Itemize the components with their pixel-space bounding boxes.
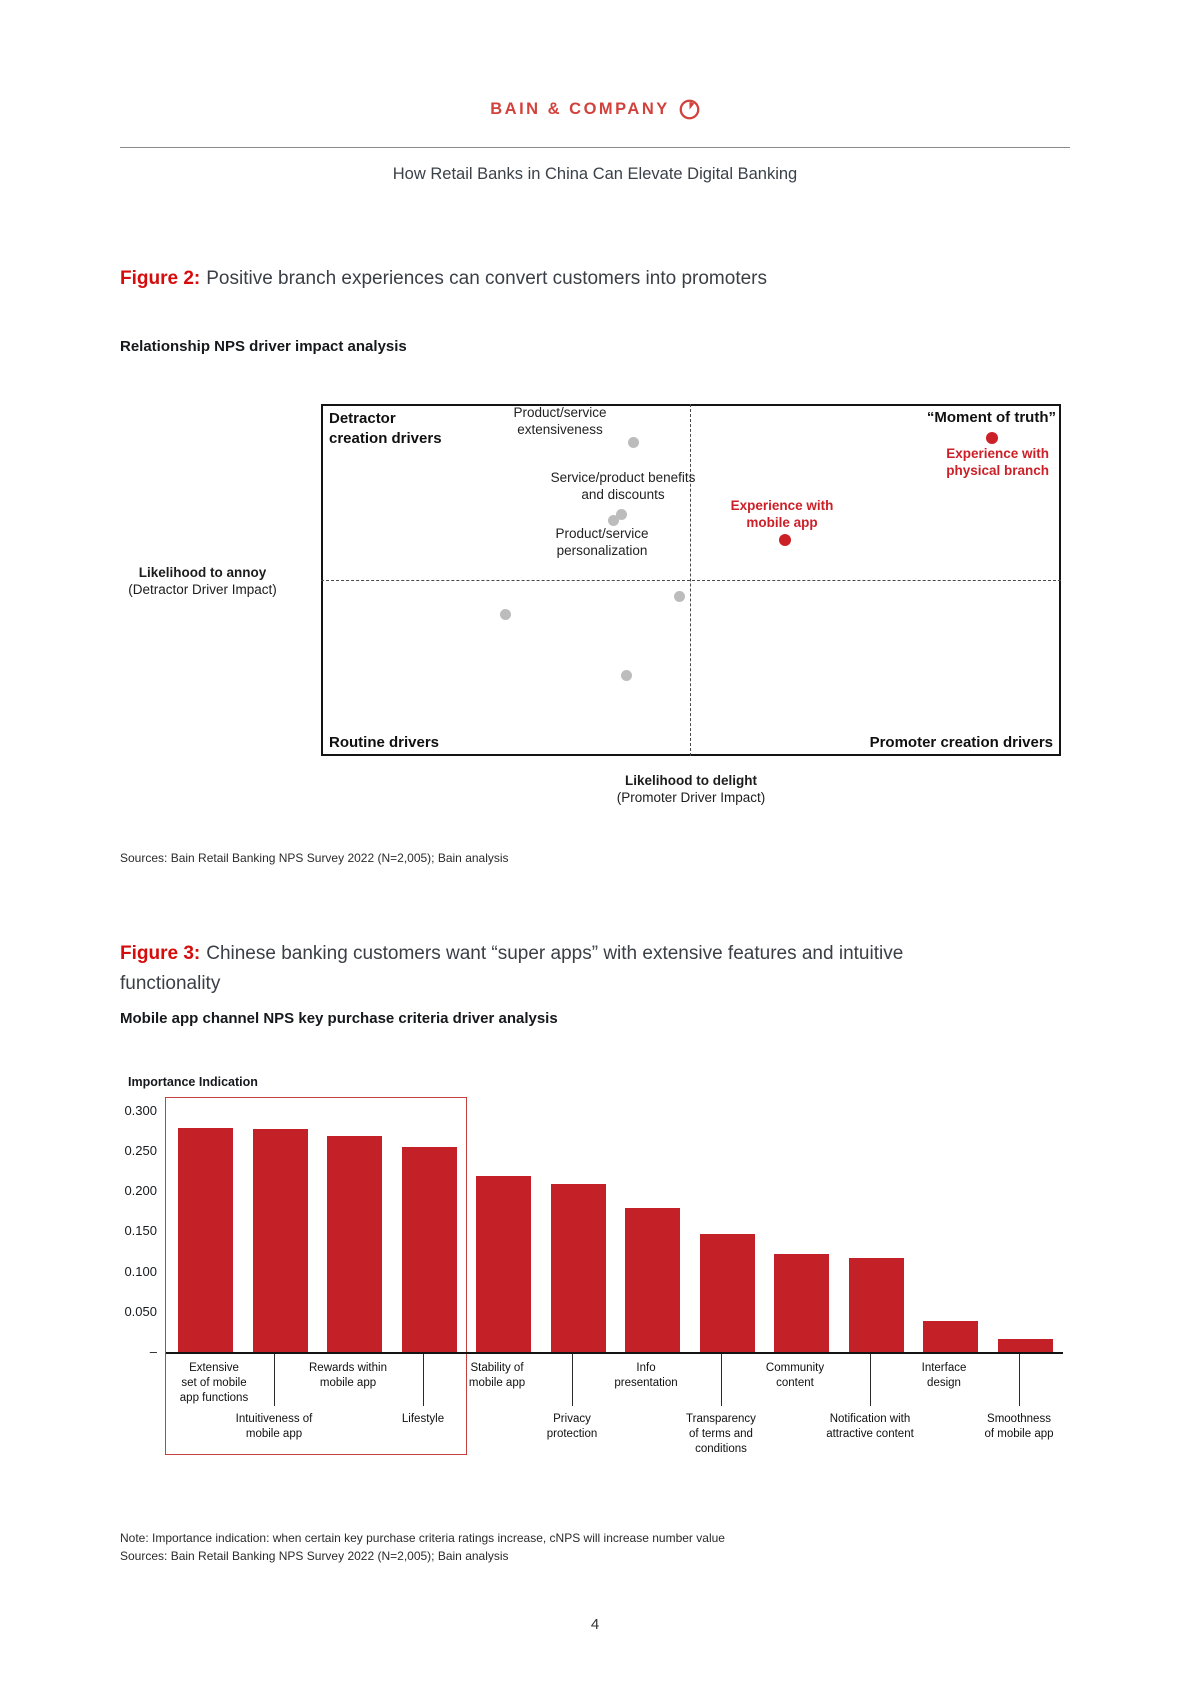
fig3-highlight-box: [165, 1097, 467, 1455]
point-label-physical-branch: Experience with physical branch: [946, 446, 1049, 478]
category-label-info-presentation: Info presentation: [614, 1362, 678, 1389]
point-label-mobile-app: Experience with mobile app: [730, 498, 834, 530]
figure3-title: Chinese banking customers want “super ap…: [120, 943, 904, 994]
scatter-point-product-service-personalization: [607, 514, 619, 526]
bar-smoothness-of-mobile-app: [997, 1339, 1053, 1353]
fig3-ytick-0.100: 0.100: [124, 1263, 157, 1279]
figure2-caption: Figure 2: Positive branch experiences can…: [120, 264, 960, 294]
figure2-sources: Sources: Bain Retail Banking NPS Survey …: [120, 851, 509, 865]
category-label-notification-with-attractive-content: Notification with attractive content: [826, 1413, 914, 1440]
fig3-category-separator-6: [1019, 1354, 1020, 1406]
fig2-y-axis-label: Likelihood to annoy (Detractor Driver Im…: [110, 564, 295, 598]
compass-clock-icon: [679, 99, 700, 120]
figure3-caption: Figure 3: Chinese banking customers want …: [120, 939, 960, 999]
category-label-smoothness-of-mobile-app: Smoothness of mobile app: [984, 1413, 1054, 1440]
bar-notification-with-attractive-content: [848, 1258, 904, 1353]
fig2-x-axis-label-line2: (Promoter Driver Impact): [616, 790, 766, 805]
figure3-note: Note: Importance indication: when certai…: [120, 1531, 725, 1545]
figure2-title: Positive branch experiences can convert …: [206, 268, 767, 289]
point-label-benefits: Service/product benefits and discounts: [550, 470, 696, 502]
fig3-ytick-0.200: 0.200: [124, 1183, 157, 1199]
fig2-y-axis-label-line1: Likelihood to annoy: [138, 565, 267, 580]
quadrant-label-promoter: Promoter creation drivers: [869, 734, 1053, 751]
bar-interface-design: [923, 1321, 978, 1353]
fig3-category-separator-5: [870, 1354, 871, 1406]
category-label-interface-design: Interface design: [921, 1362, 967, 1389]
quadrant-label-moment-of-truth: “Moment of truth”: [926, 409, 1056, 426]
brand-header: BAIN & COMPANY: [0, 99, 1190, 120]
fig3-ytick-0.050: 0.050: [124, 1303, 157, 1319]
figure2-subtitle: Relationship NPS driver impact analysis: [120, 338, 407, 355]
fig3-plot-area: [166, 1072, 1063, 1353]
fig3-category-separator-2: [423, 1354, 424, 1406]
bar-stability-of-mobile-app: [476, 1176, 531, 1353]
figure3-subtitle: Mobile app channel NPS key purchase crit…: [120, 1010, 558, 1027]
scatter-point-product-service-extensiveness: [628, 437, 640, 449]
fig3-ytick-0.150: 0.150: [124, 1223, 157, 1239]
fig2-horizontal-dashed-line: [321, 580, 1061, 581]
scatter-point-unlabeled-2: [500, 608, 512, 620]
category-label-extensive-set-of-mobile-app-functions: Extensive set of mobile app functions: [179, 1362, 249, 1404]
fig3-ytick-0.300: 0.300: [124, 1102, 157, 1118]
category-label-stability-of-mobile-app: Stability of mobile app: [468, 1362, 526, 1389]
category-label-community-content: Community content: [765, 1362, 825, 1389]
scatter-point-unlabeled-1: [674, 590, 686, 602]
bar-community-content: [774, 1254, 829, 1353]
quadrant-label-routine: Routine drivers: [329, 734, 440, 751]
bar-lifestyle: [401, 1147, 457, 1353]
fig3-category-separator-4: [721, 1354, 722, 1406]
fig3-zero-tick: –: [149, 1344, 157, 1359]
scatter-point-unlabeled-3: [620, 670, 632, 682]
scatter-point-experience-with-mobile-app: [778, 534, 791, 547]
scatter-point-experience-with-physical-branch: [985, 432, 998, 445]
figure3-sources: Sources: Bain Retail Banking NPS Survey …: [120, 1549, 509, 1563]
bar-rewards-within-mobile-app: [327, 1136, 382, 1353]
category-label-intuitiveness-of-mobile-app: Intuitiveness of mobile app: [235, 1413, 313, 1440]
point-label-extensiveness: Product/service extensiveness: [513, 405, 607, 437]
fig2-y-axis-label-line2: (Detractor Driver Impact): [128, 582, 277, 597]
fig3-category-separator-1: [274, 1354, 275, 1406]
figure2-label: Figure 2:: [120, 268, 201, 289]
bar-transparency-of-terms-and-conditions: [699, 1234, 755, 1353]
fig2-x-axis-label-line1: Likelihood to delight: [625, 773, 757, 788]
fig3-ytick-0.250: 0.250: [124, 1143, 157, 1158]
fig3-x-axis-line: [166, 1352, 1063, 1354]
point-label-personalization: Product/service personalization: [555, 526, 649, 558]
bar-info-presentation: [625, 1208, 680, 1353]
bar-extensive-set-of-mobile-app-functions: [178, 1128, 233, 1353]
fig2-x-axis-label: Likelihood to delight (Promoter Driver I…: [591, 772, 791, 806]
bar-intuitiveness-of-mobile-app: [252, 1129, 308, 1353]
quadrant-label-detractor: Detractor creation drivers: [329, 410, 442, 447]
figure3-label: Figure 3:: [120, 943, 201, 964]
brand-wordmark: BAIN & COMPANY: [490, 100, 670, 118]
category-label-rewards-within-mobile-app: Rewards within mobile app: [309, 1362, 387, 1389]
fig3-category-separator-3: [572, 1354, 573, 1406]
page-number: 4: [590, 1616, 600, 1633]
category-label-privacy-protection: Privacy protection: [546, 1413, 598, 1440]
fig3-y-axis-title: Importance Indication: [128, 1075, 258, 1089]
category-label-transparency-of-terms-and-conditions: Transparency of terms and conditions: [686, 1413, 756, 1455]
bar-privacy-protection: [550, 1184, 606, 1353]
header-divider: [120, 147, 1070, 148]
document-title: How Retail Banks in China Can Elevate Di…: [392, 165, 798, 183]
category-label-lifestyle: Lifestyle: [401, 1413, 445, 1425]
scatter-point-service-product-benefits-and-discounts: [616, 508, 628, 520]
